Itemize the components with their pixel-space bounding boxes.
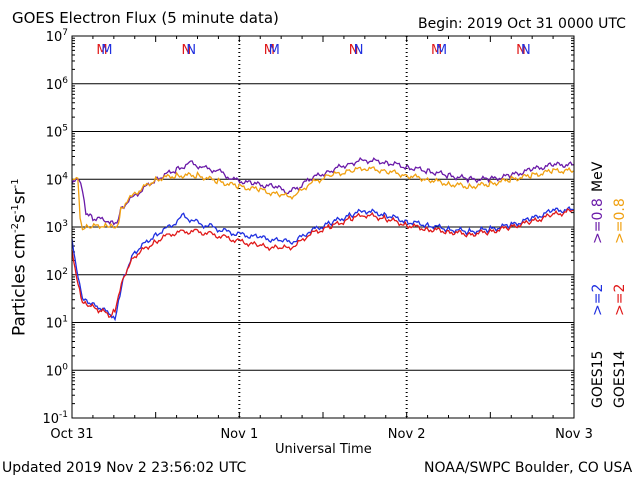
x-axis-ticks: Oct 31 Nov 1 Nov 2 Nov 3: [50, 36, 593, 442]
series-line: [71, 208, 574, 319]
marker-label: M: [264, 43, 275, 58]
marker-label: N: [349, 43, 359, 58]
marker-label: N: [354, 43, 364, 58]
y-tick-label: 106: [46, 76, 69, 93]
marker-label: M: [269, 43, 280, 58]
y-tick-label: 105: [46, 124, 68, 141]
legend-g15-08mev: >=0.8: [590, 198, 606, 244]
x-tick-label: Nov 1: [220, 427, 258, 442]
y-tick-label: 103: [46, 219, 68, 236]
marker-label: M: [96, 43, 107, 58]
y-tick-label: 104: [46, 171, 69, 188]
y-tick-label: 107: [46, 28, 68, 45]
y-tick-label: 101: [46, 315, 68, 332]
y-tick-label: 10-1: [42, 410, 68, 427]
chart-title: GOES Electron Flux (5 minute data): [12, 9, 279, 27]
y-axis-label: Particles cm-2s-1sr-1: [9, 178, 30, 336]
legend-g14-08mev: >=0.8: [612, 198, 628, 244]
marker-label: M: [101, 43, 112, 58]
series-line: [71, 166, 574, 231]
legend-mev-unit: MeV: [590, 161, 606, 192]
legend-g15-2mev: >=2: [590, 283, 606, 316]
x-tick-label: Nov 3: [555, 427, 593, 442]
x-axis-label: Universal Time: [275, 442, 372, 457]
footer-updated: Updated 2019 Nov 2 23:56:02 UTC: [2, 460, 247, 476]
footer-source: NOAA/SWPC Boulder, CO USA: [424, 460, 633, 476]
mn-markers: MM NN MM NN MM NN: [96, 43, 530, 58]
marker-label: N: [181, 43, 191, 58]
begin-date: Begin: 2019 Oct 31 0000 UTC: [418, 16, 626, 32]
x-tick-label: Oct 31: [50, 427, 93, 442]
marker-label: N: [186, 43, 196, 58]
y-tick-label: 102: [46, 267, 68, 284]
marker-label: M: [431, 43, 442, 58]
y-tick-label: 100: [46, 362, 69, 379]
legend-g14-2mev: >=2: [612, 283, 628, 316]
marker-label: N: [521, 43, 531, 58]
marker-label: M: [436, 43, 447, 58]
plot-frame: [71, 35, 575, 419]
marker-label: N: [516, 43, 526, 58]
legend-goes14: GOES14: [612, 350, 628, 408]
series-group: [71, 156, 574, 322]
x-tick-label: Nov 2: [388, 427, 426, 442]
legend-goes15: GOES15: [590, 350, 606, 408]
series-line: [71, 206, 574, 322]
